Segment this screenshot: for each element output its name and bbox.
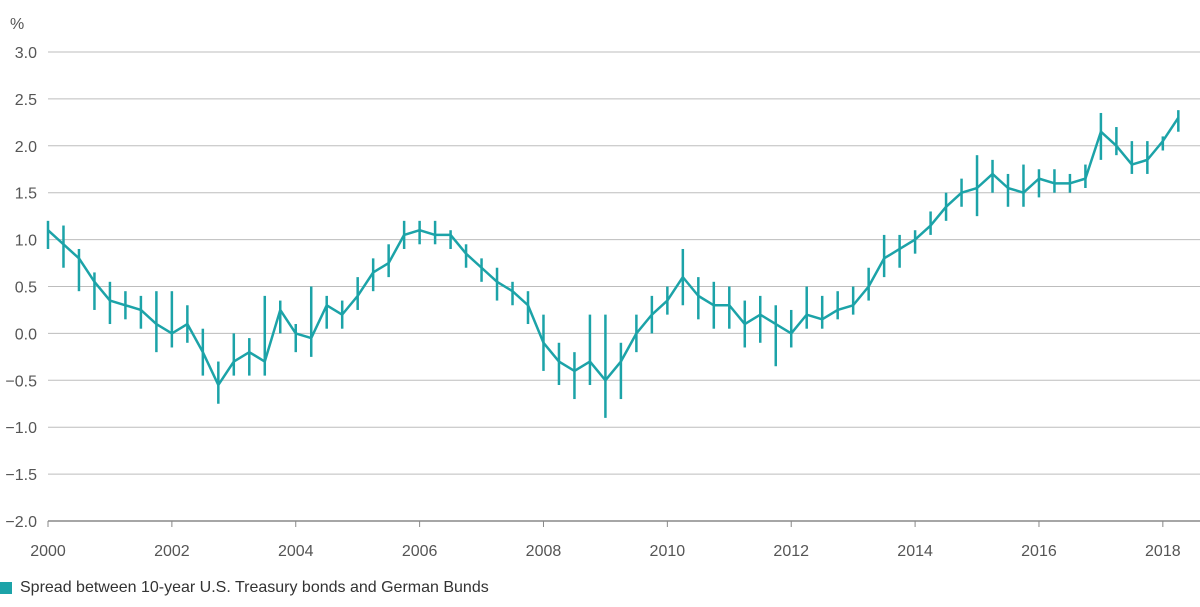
x-tick-label: 2018 bbox=[1145, 543, 1181, 560]
series-line bbox=[47, 116, 1180, 387]
x-axis-labels: 2000 2002 2004 2006 2008 2010 2012 2014 2016 2018 bbox=[30, 543, 1181, 560]
y-tick-label: 0.5 bbox=[15, 280, 37, 297]
y-tick-label: −2.0 bbox=[5, 514, 37, 531]
legend: Spread between 10-year U.S. Treasury bon… bbox=[0, 577, 489, 599]
series-marks bbox=[46, 110, 1180, 418]
y-axis-labels: 3.0 2.5 2.0 1.5 1.0 0.5 0.0 −0.5 −1.0 −1.5 −2.0 bbox=[5, 45, 37, 531]
x-tick-label: 2006 bbox=[402, 543, 438, 560]
y-unit-label: % bbox=[10, 16, 24, 33]
y-tick-label: 1.0 bbox=[15, 233, 37, 250]
y-tick-label: −0.5 bbox=[5, 373, 37, 390]
legend-swatch bbox=[0, 582, 12, 594]
x-tick-label: 2008 bbox=[526, 543, 562, 560]
x-tick-label: 2010 bbox=[650, 543, 686, 560]
y-tick-label: 2.0 bbox=[15, 139, 37, 156]
x-tick-label: 2016 bbox=[1021, 543, 1057, 560]
x-tick-label: 2004 bbox=[278, 543, 314, 560]
y-tick-label: −1.0 bbox=[5, 420, 37, 437]
y-tick-label: −1.5 bbox=[5, 467, 37, 484]
x-tick-label: 2000 bbox=[30, 543, 66, 560]
gridlines bbox=[48, 51, 1200, 522]
y-tick-label: 0.0 bbox=[15, 326, 37, 343]
y-tick-label: 2.5 bbox=[15, 92, 37, 109]
legend-label: Spread between 10-year U.S. Treasury bon… bbox=[20, 579, 489, 596]
y-tick-label: 1.5 bbox=[15, 186, 37, 203]
x-axis bbox=[47, 520, 1200, 527]
y-tick-label: 3.0 bbox=[15, 45, 37, 62]
x-tick-label: 2012 bbox=[773, 543, 809, 560]
x-tick-label: 2002 bbox=[154, 543, 190, 560]
x-tick-label: 2014 bbox=[897, 543, 933, 560]
